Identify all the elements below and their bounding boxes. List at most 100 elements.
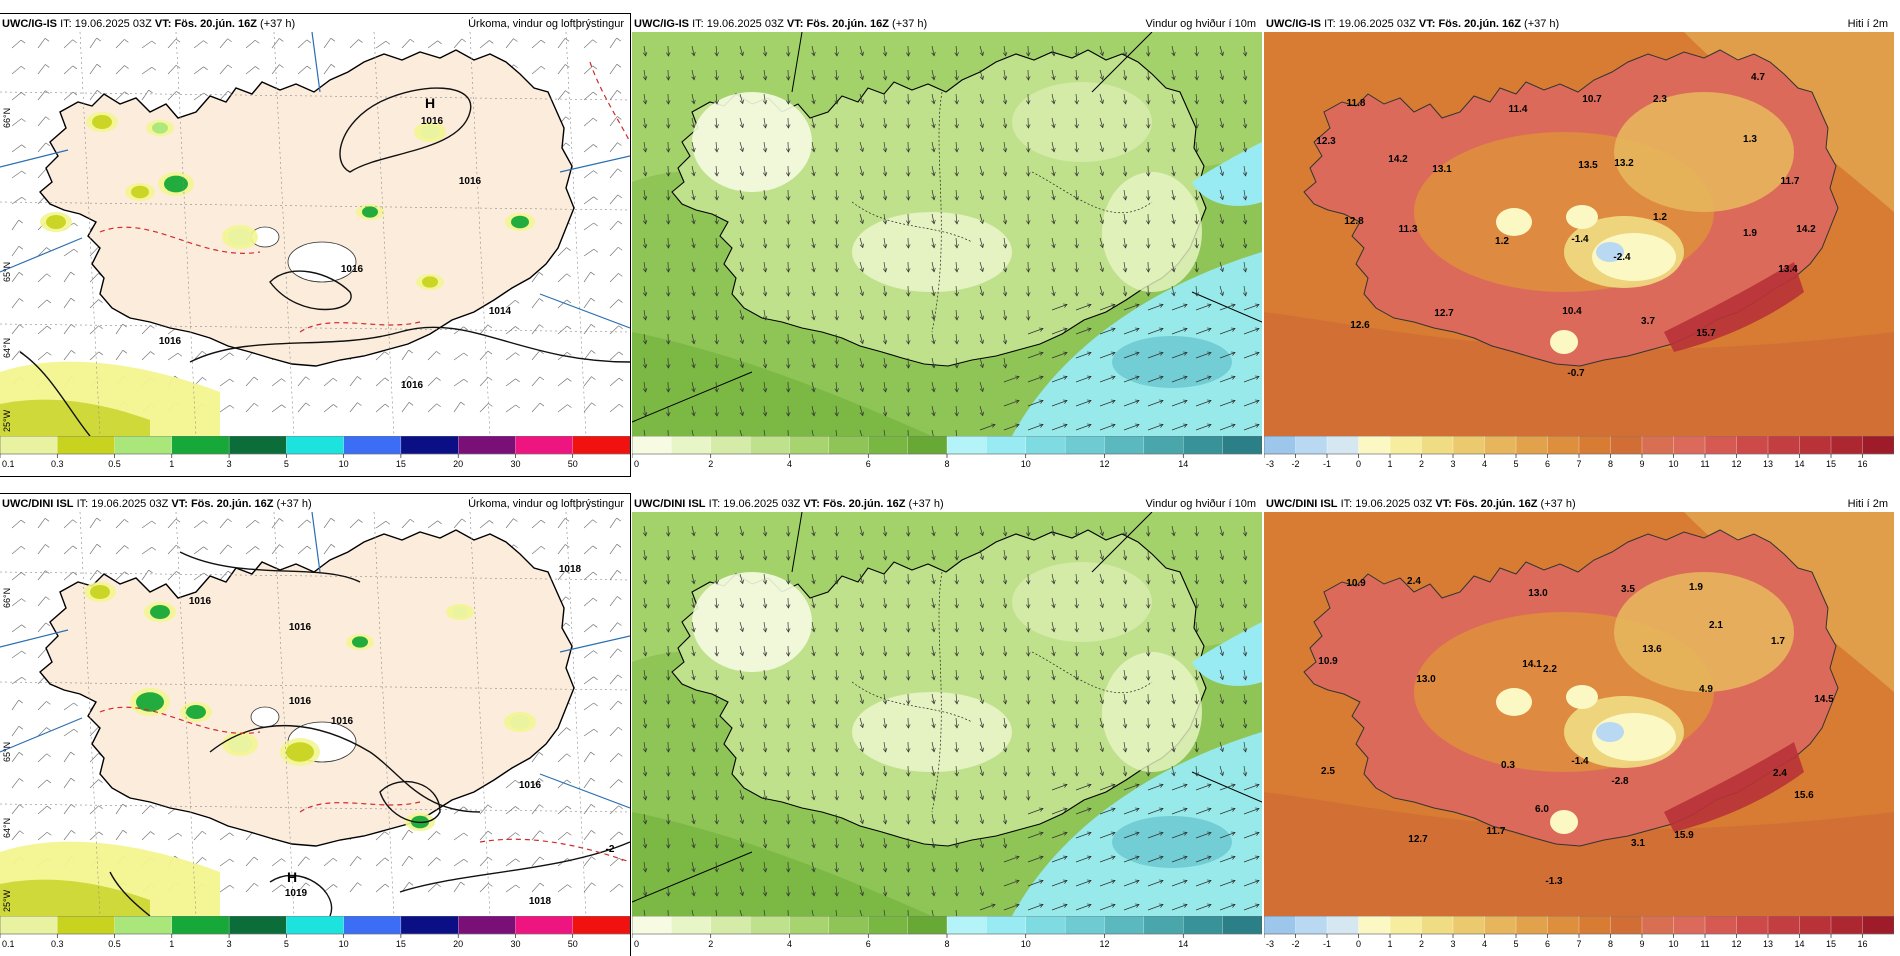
colorbar-swatch [1065, 916, 1105, 934]
pressure-label: 1016 [331, 716, 354, 727]
colorbar-swatch [172, 916, 230, 934]
colorbar-swatch [1485, 916, 1517, 934]
colorbar-swatch [1674, 916, 1706, 934]
lat-label: 64°N [2, 818, 12, 838]
panel-wind-row1: UWC/IG-IS IT: 19.06.2025 03Z VT: Fös. 20… [632, 14, 1262, 476]
colorbar-tick-label: 8 [1608, 939, 1613, 949]
colorbar-tick-label: 2 [708, 939, 713, 949]
colorbar-tick-label: 5 [284, 459, 289, 469]
pressure-label: 1016 [421, 116, 444, 127]
colorbar-tick-label: 1 [1387, 939, 1392, 949]
colorbar-tick-label: 15 [1826, 939, 1836, 949]
vt-value: Fös. 20.jún. 16Z [823, 498, 906, 510]
pressure-label: 1016 [341, 264, 364, 275]
temp-label: 3.5 [1621, 584, 1635, 595]
colorbar-swatch [868, 916, 908, 934]
temp-label: 3.1 [1631, 838, 1645, 849]
pressure-label: 1019 [285, 888, 308, 899]
colorbar-swatch [515, 436, 573, 454]
colorbar-swatch [908, 436, 948, 454]
colorbar-swatch [1485, 436, 1517, 454]
colorbar-swatch [0, 436, 58, 454]
colorbar-tick-label: 0.1 [2, 459, 15, 469]
model-name: UWC/IG-IS [1266, 18, 1321, 30]
temp-label: -2.8 [1611, 776, 1629, 787]
vt-value: Fös. 20.jún. 16Z [174, 18, 257, 30]
panel-title-bar: UWC/DINI ISL IT: 19.06.2025 03Z VT: Fös.… [634, 496, 1260, 512]
colorbar-tick-label: 6 [1545, 459, 1550, 469]
colorbar-swatch [671, 916, 711, 934]
colorbar-tick-label: 12 [1731, 939, 1741, 949]
colorbar-swatch [947, 916, 987, 934]
colorbar-tick-label: -1 [1323, 459, 1331, 469]
colorbar-tick-label: 15 [1826, 459, 1836, 469]
panel-title-bar: UWC/IG-IS IT: 19.06.2025 03Z VT: Fös. 20… [634, 16, 1260, 32]
colorbar-swatch [1516, 916, 1548, 934]
colorbar-swatch [1026, 436, 1066, 454]
colorbar-swatch [868, 436, 908, 454]
vt-label: VT: [171, 498, 188, 510]
colorbar-tick-label: 0.5 [108, 939, 121, 949]
colorbar-swatch [1183, 916, 1223, 934]
it-label: IT: [1324, 18, 1336, 30]
colorbar-tick-label: 1 [1387, 459, 1392, 469]
panel-variable-title: Hiti í 2m [1848, 496, 1888, 512]
colorbar-tick-label: -2 [1291, 459, 1299, 469]
precip-map-svg: 1016101610161016H1019101810161018-266°N6… [0, 512, 630, 916]
colorbar-tick-label: 14 [1178, 459, 1188, 469]
colorbar-tick-label: 5 [284, 939, 289, 949]
colorbar-swatch [1863, 916, 1895, 934]
temp-label: 2.3 [1653, 94, 1667, 105]
colorbar-swatch [829, 436, 869, 454]
precip-map-svg: H10161016101610141016101666°N65°N64°N25°… [0, 32, 630, 436]
lat-label: 65°N [2, 742, 12, 762]
colorbar-swatch [401, 436, 459, 454]
temp-label: 13.0 [1528, 588, 1548, 599]
colorbar-tick-label: 6 [866, 939, 871, 949]
colorbar-swatch [1831, 436, 1863, 454]
colorbar-swatch [632, 436, 672, 454]
colorbar-swatch [458, 436, 516, 454]
temp-label: 2.4 [1773, 768, 1787, 779]
colorbar-swatch [986, 436, 1026, 454]
it-label: IT: [709, 498, 721, 510]
colorbar-tick-label: 30 [510, 939, 520, 949]
temp-label: 15.6 [1794, 790, 1814, 801]
colorbar-swatch [711, 436, 751, 454]
colorbar-tick-label: 0 [1356, 459, 1361, 469]
colorbar-tick-label: 30 [510, 459, 520, 469]
temp-label: 12.7 [1434, 308, 1454, 319]
colorbar-swatch [829, 916, 869, 934]
pressure-label: 1016 [459, 176, 482, 187]
temp-label: 3.7 [1641, 316, 1655, 327]
colorbar-tick-label: 6 [866, 459, 871, 469]
panel-temp-row1: UWC/IG-IS IT: 19.06.2025 03Z VT: Fös. 20… [1264, 14, 1894, 476]
colorbar-tick-label: -2 [1291, 939, 1299, 949]
colorbar-tick-label: 1 [169, 939, 174, 949]
colorbar-tick-label: -1 [1323, 939, 1331, 949]
colorbar-swatch [1548, 436, 1580, 454]
vt-value: Fös. 20.jún. 16Z [191, 498, 274, 510]
colorbar-tick-label: 4 [787, 939, 792, 949]
colorbar-swatch [286, 436, 344, 454]
colorbar-tick-label: 16 [1857, 459, 1867, 469]
model-name: UWC/IG-IS [2, 18, 57, 30]
temp-label: 4.7 [1751, 72, 1765, 83]
temp-label: 13.6 [1642, 644, 1662, 655]
it-value: 19.06.2025 03Z [723, 498, 800, 510]
colorbar-swatch [115, 916, 173, 934]
colorbar-swatch [229, 916, 287, 934]
colorbar-tick-label: 50 [568, 459, 578, 469]
panel-precip-row1: UWC/IG-IS IT: 19.06.2025 03Z VT: Fös. 20… [0, 14, 630, 476]
pressure-label: H [425, 95, 435, 111]
colorbar-swatch [711, 916, 751, 934]
temp-label: 11.3 [1399, 224, 1418, 235]
colorbar-swatch [947, 436, 987, 454]
pressure-label: 1016 [159, 336, 182, 347]
colorbar-swatch [573, 436, 630, 454]
colorbar-tick-label: 0.5 [108, 459, 121, 469]
